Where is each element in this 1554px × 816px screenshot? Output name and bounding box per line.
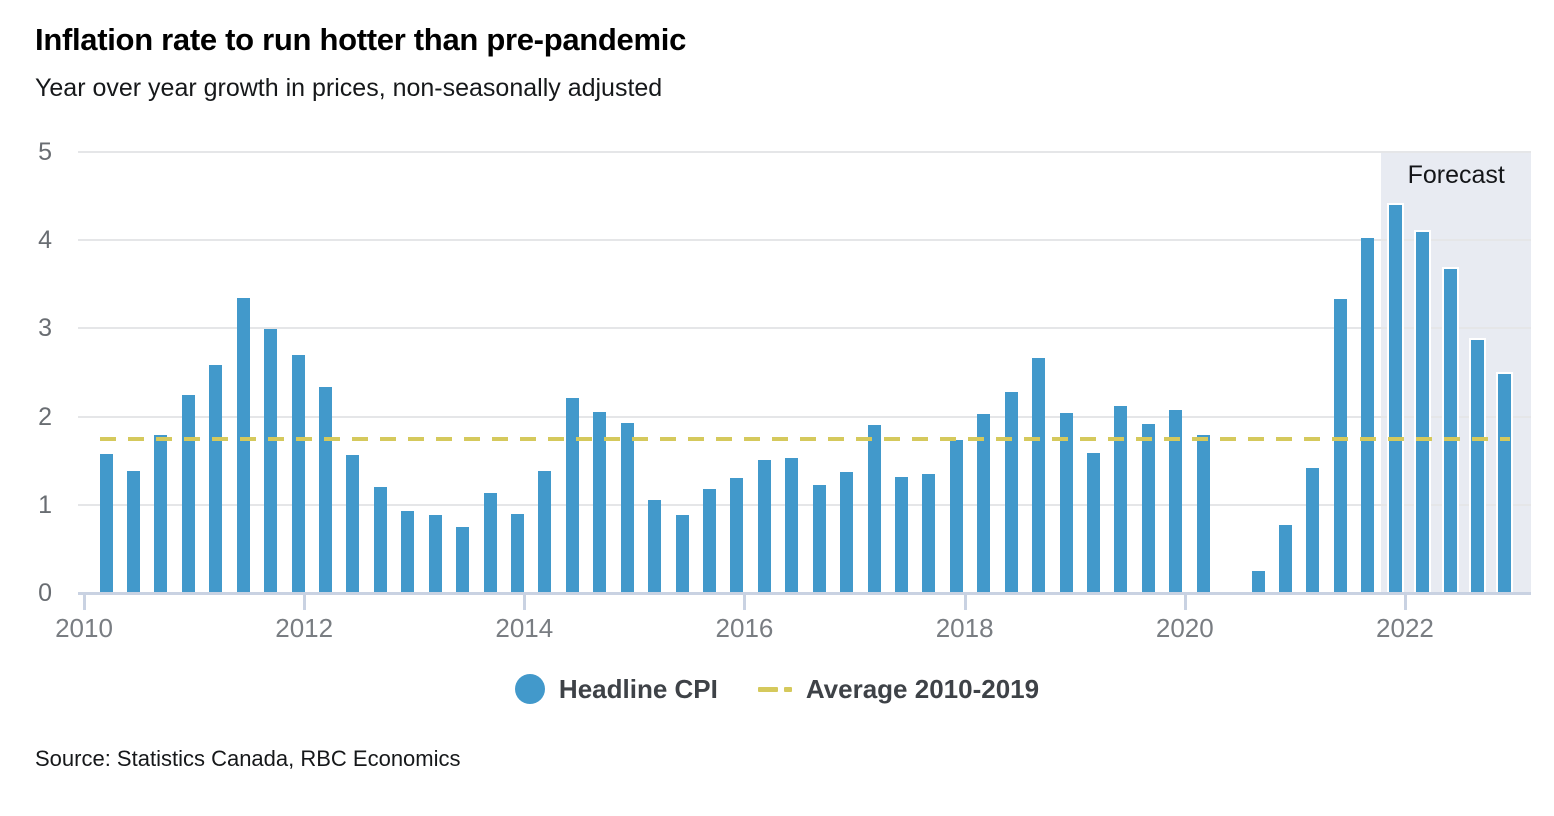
legend-item-average: Average 2010-2019 bbox=[757, 673, 1040, 705]
gridline-y3 bbox=[78, 327, 1531, 330]
x-axis-tick-2016 bbox=[743, 594, 747, 610]
average-2010-2019-line bbox=[100, 436, 1510, 441]
bar-2020-q1 bbox=[1196, 435, 1210, 593]
x-axis-label-2016: 2016 bbox=[715, 613, 774, 643]
bar-2012-q3 bbox=[373, 487, 387, 593]
headline-cpi-marker-icon bbox=[514, 674, 545, 704]
bar-2022-q4 bbox=[1496, 372, 1514, 595]
x-axis-label-2018: 2018 bbox=[935, 613, 994, 643]
bar-2020-q4 bbox=[1278, 525, 1292, 593]
x-axis-tick-2022 bbox=[1403, 594, 1407, 610]
chart-plot-area: 0 1 2 3 4 5 2010 2012 2014 2016 2018 2020 2022 Foreca… bbox=[38, 138, 1531, 643]
bar-2015-q1 bbox=[648, 500, 662, 593]
bar-2013-q1 bbox=[428, 515, 442, 593]
bar-2022-q3 bbox=[1469, 337, 1486, 595]
bar-2016-q3 bbox=[812, 485, 826, 593]
bar-2011-q1 bbox=[209, 365, 223, 593]
y-axis-label-0: 0 bbox=[38, 579, 52, 607]
bar-2019-q2 bbox=[1114, 406, 1128, 593]
x-axis-tick-2012 bbox=[303, 594, 307, 610]
bar-2014-q2 bbox=[565, 398, 579, 593]
bar-2012-q1 bbox=[318, 387, 332, 593]
dash-long-icon bbox=[757, 686, 778, 692]
bar-2014-q1 bbox=[538, 471, 552, 593]
bar-2016-q4 bbox=[840, 472, 854, 593]
gridline-y1 bbox=[78, 503, 1531, 506]
bar-2010-q1 bbox=[99, 453, 113, 593]
bar-2012-q4 bbox=[401, 510, 415, 593]
x-axis-tick-2014 bbox=[523, 594, 527, 610]
bar-2014-q3 bbox=[593, 412, 607, 593]
bar-2015-q4 bbox=[730, 478, 744, 593]
bar-2021-q2 bbox=[1333, 299, 1347, 593]
dash-short-icon bbox=[783, 686, 792, 692]
y-axis-label-2: 2 bbox=[38, 402, 52, 431]
bar-2017-q1 bbox=[867, 425, 881, 593]
x-axis-tick-2020 bbox=[1183, 594, 1187, 610]
y-axis-label-4: 4 bbox=[38, 226, 52, 255]
x-axis-tick-2010 bbox=[83, 594, 86, 610]
x-axis-line bbox=[78, 591, 1531, 595]
bar-2010-q3 bbox=[154, 435, 168, 593]
gridline-y2 bbox=[78, 415, 1531, 418]
legend-item-headline-cpi: Headline CPI bbox=[514, 673, 718, 705]
bar-2019-q1 bbox=[1086, 452, 1100, 593]
x-axis-tick-2018 bbox=[963, 594, 967, 610]
bar-2018-q4 bbox=[1059, 413, 1073, 593]
bar-2016-q1 bbox=[757, 459, 771, 593]
x-axis-label-2012: 2012 bbox=[275, 613, 334, 643]
bar-2010-q2 bbox=[126, 471, 140, 593]
bar-2021-q1 bbox=[1306, 467, 1320, 593]
bar-2018-q3 bbox=[1032, 358, 1046, 593]
bar-2020-q3 bbox=[1251, 570, 1265, 593]
legend-label-headline-cpi: Headline CPI bbox=[558, 673, 718, 704]
bar-2018-q1 bbox=[977, 413, 991, 593]
bar-2010-q4 bbox=[181, 394, 195, 593]
chart-subtitle: Year over year growth in prices, non-sea… bbox=[35, 74, 663, 102]
forecast-label: Forecast bbox=[1407, 161, 1505, 189]
source-note: Source: Statistics Canada, RBC Economics bbox=[35, 746, 461, 771]
bar-2014-q4 bbox=[620, 422, 634, 593]
bar-2021-q3 bbox=[1361, 237, 1375, 593]
average-line-marker-icon bbox=[757, 686, 792, 692]
y-axis-label-3: 3 bbox=[38, 314, 52, 343]
bar-2015-q2 bbox=[675, 515, 689, 593]
bar-2013-q4 bbox=[510, 513, 524, 593]
bar-2011-q2 bbox=[236, 297, 250, 593]
legend-label-average: Average 2010-2019 bbox=[805, 673, 1040, 704]
bar-2019-q3 bbox=[1141, 423, 1155, 593]
bar-2011-q3 bbox=[264, 329, 278, 593]
x-axis-label-2014: 2014 bbox=[495, 613, 554, 643]
bar-2011-q4 bbox=[291, 354, 305, 593]
gridline-y5 bbox=[78, 151, 1531, 153]
bar-2018-q2 bbox=[1004, 391, 1018, 593]
bar-2013-q2 bbox=[456, 526, 470, 593]
x-axis-label-2020: 2020 bbox=[1155, 613, 1214, 643]
x-axis-label-2022: 2022 bbox=[1376, 613, 1434, 643]
bar-2013-q3 bbox=[483, 493, 497, 593]
chart-legend: Headline CPI Average 2010-2019 bbox=[0, 666, 1554, 712]
y-axis-label-1: 1 bbox=[38, 490, 52, 519]
bar-2022-q1 bbox=[1414, 230, 1432, 595]
bar-2022-q2 bbox=[1441, 267, 1459, 595]
chart-title: Inflation rate to run hotter than pre-pa… bbox=[35, 22, 687, 57]
bar-2016-q2 bbox=[785, 458, 799, 593]
bar-2015-q3 bbox=[702, 488, 716, 593]
bar-2021-q4 bbox=[1386, 202, 1404, 595]
y-axis-label-5: 5 bbox=[38, 138, 52, 166]
bar-2017-q3 bbox=[922, 473, 936, 593]
bar-2019-q4 bbox=[1169, 409, 1183, 593]
bar-2017-q2 bbox=[894, 477, 908, 593]
gridline-y4 bbox=[78, 239, 1531, 242]
x-axis-label-2010: 2010 bbox=[55, 613, 113, 643]
bar-2012-q2 bbox=[346, 455, 360, 593]
bar-2017-q4 bbox=[949, 439, 963, 593]
